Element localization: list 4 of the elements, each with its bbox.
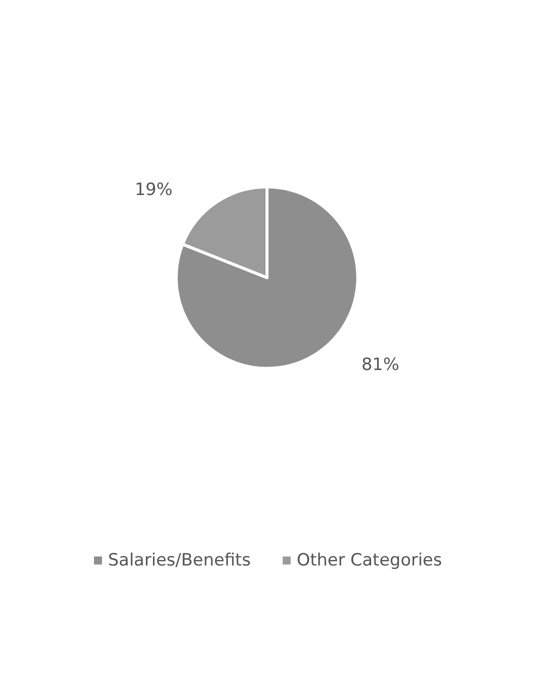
data-label: 19% xyxy=(134,180,173,200)
data-label: 81% xyxy=(361,355,400,376)
legend-label: Other Categories xyxy=(296,550,442,570)
legend-label: Salaries/Benefits xyxy=(108,550,251,570)
